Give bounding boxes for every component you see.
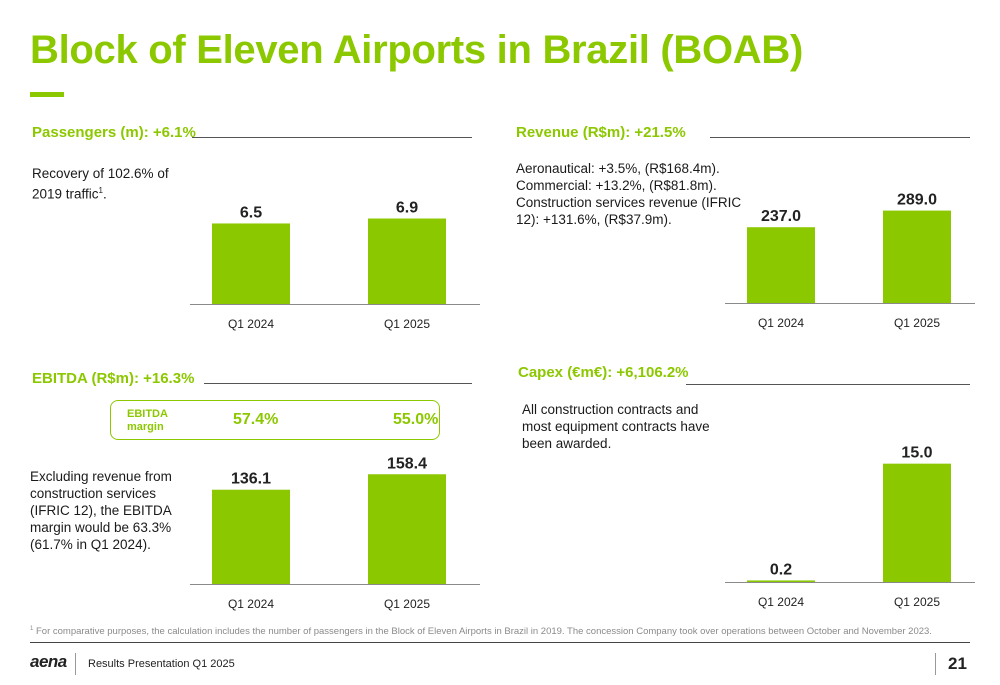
- category-label: Q1 2025: [384, 597, 430, 611]
- bar-value-label: 289.0: [897, 192, 937, 209]
- passengers-chart: 6.5 Q1 2024 6.9 Q1 2025: [190, 180, 480, 340]
- ebitda-margin-q1-2025: 55.0%: [393, 411, 439, 428]
- category-label: Q1 2025: [894, 316, 940, 330]
- revenue-desc-line: Aeronautical: +3.5%, (R$168.4m).: [516, 161, 720, 176]
- ebitda-desc-line: Excluding revenue from: [30, 469, 172, 484]
- bar-q1-2025: [883, 463, 951, 582]
- ebitda-desc-line: construction services: [30, 486, 157, 501]
- bar-value-label: 6.9: [396, 200, 418, 217]
- revenue-heading-rule: [710, 137, 970, 138]
- ebitda-chart-svg: 136.1 Q1 2024 158.4 Q1 2025: [190, 455, 480, 611]
- bar-q1-2024: [747, 580, 815, 582]
- capex-description: All construction contracts and most equi…: [522, 401, 742, 452]
- revenue-description: Aeronautical: +3.5%, (R$168.4m). Commerc…: [516, 160, 746, 228]
- ebitda-desc-line: (IFRIC 12), the EBITDA: [30, 503, 172, 518]
- passengers-description: Recovery of 102.6% of 2019 traffic1.: [32, 165, 182, 203]
- bar-q1-2024: [747, 227, 815, 303]
- passengers-desc-line: Recovery of 102.6% of: [32, 166, 169, 181]
- ebitda-heading-rule: [204, 383, 472, 384]
- bar-value-label: 136.1: [231, 471, 271, 488]
- ebitda-desc-line: margin would be 63.3%: [30, 520, 172, 535]
- bar-q1-2025: [883, 210, 951, 303]
- passengers-heading-rule: [192, 137, 472, 138]
- passengers-desc-line: 2019 traffic: [32, 186, 99, 202]
- footnote-marker: 1: [30, 626, 34, 632]
- footer-separator: [75, 653, 76, 675]
- revenue-desc-line: Commercial: +13.2%, (R$81.8m).: [516, 178, 717, 193]
- revenue-desc-line: 12): +131.6%, (R$37.9m).: [516, 212, 672, 227]
- revenue-heading: Revenue (R$m): +21.5%: [516, 124, 686, 141]
- footnote-text: For comparative purposes, the calculatio…: [35, 626, 932, 638]
- passengers-desc-end: .: [103, 186, 107, 202]
- capex-desc-line: been awarded.: [522, 436, 612, 451]
- bar-q1-2024: [212, 223, 290, 304]
- footer-rule: [30, 642, 970, 643]
- capex-heading: Capex (€m€): +6,106.2%: [518, 364, 689, 381]
- capex-desc-line: All construction contracts and: [522, 402, 699, 417]
- category-label: Q1 2024: [228, 597, 274, 611]
- passengers-heading: Passengers (m): +6.1%: [32, 124, 196, 141]
- capex-chart: 0.2 Q1 2024 15.0 Q1 2025: [725, 430, 975, 610]
- revenue-chart-svg: 237.0 Q1 2024 289.0 Q1 2025: [725, 192, 975, 330]
- bar-q1-2025: [368, 218, 446, 304]
- footnote: 1 For comparative purposes, the calculat…: [30, 626, 932, 637]
- page-number: 21: [948, 654, 967, 673]
- ebitda-margin-box: EBITDA margin 57.4% 55.0%: [110, 400, 440, 440]
- capex-heading-rule: [686, 384, 970, 385]
- ebitda-chart: 136.1 Q1 2024 158.4 Q1 2025: [190, 450, 480, 611]
- bar-value-label: 15.0: [901, 445, 932, 462]
- capex-chart-svg: 0.2 Q1 2024 15.0 Q1 2025: [725, 445, 975, 609]
- page-title: Block of Eleven Airports in Brazil (BOAB…: [30, 28, 803, 72]
- ebitda-margin-q1-2024: 57.4%: [233, 411, 279, 428]
- category-label: Q1 2024: [228, 317, 274, 331]
- bar-q1-2025: [368, 474, 446, 584]
- bar-value-label: 158.4: [387, 455, 427, 472]
- category-label: Q1 2025: [384, 317, 430, 331]
- revenue-chart: 237.0 Q1 2024 289.0 Q1 2025: [725, 175, 975, 340]
- ebitda-desc-line: (61.7% in Q1 2024).: [30, 537, 151, 552]
- bar-value-label: 6.5: [240, 204, 262, 221]
- footer-separator: [935, 653, 936, 675]
- category-label: Q1 2024: [758, 316, 804, 330]
- bar-value-label: 237.0: [761, 208, 801, 225]
- title-accent-rule: [30, 92, 64, 97]
- passengers-chart-svg: 6.5 Q1 2024 6.9 Q1 2025: [190, 200, 480, 331]
- category-label: Q1 2024: [758, 595, 804, 609]
- ebitda-description: Excluding revenue from construction serv…: [30, 468, 190, 553]
- footer-presentation-title: Results Presentation Q1 2025: [88, 658, 235, 670]
- ebitda-margin-label: EBITDA margin: [127, 408, 168, 433]
- revenue-desc-line: Construction services revenue (IFRIC: [516, 195, 742, 210]
- bar-q1-2024: [212, 489, 290, 584]
- footnote-ref: 1: [98, 186, 103, 195]
- ebitda-heading: EBITDA (R$m): +16.3%: [32, 370, 195, 387]
- capex-desc-line: most equipment contracts have: [522, 419, 710, 434]
- category-label: Q1 2025: [894, 595, 940, 609]
- aena-logo: aena: [30, 652, 67, 671]
- bar-value-label: 0.2: [770, 561, 792, 578]
